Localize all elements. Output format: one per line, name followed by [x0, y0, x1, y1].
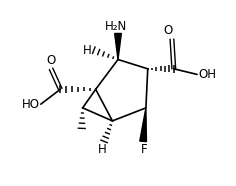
- Text: O: O: [46, 54, 56, 67]
- Text: OH: OH: [198, 68, 216, 81]
- Text: H: H: [98, 143, 107, 156]
- Text: HO: HO: [22, 98, 40, 111]
- Polygon shape: [140, 108, 147, 142]
- Text: F: F: [141, 143, 147, 156]
- Text: O: O: [164, 24, 173, 37]
- Polygon shape: [115, 33, 121, 60]
- Text: H₂N: H₂N: [105, 20, 127, 33]
- Text: H: H: [83, 44, 92, 57]
